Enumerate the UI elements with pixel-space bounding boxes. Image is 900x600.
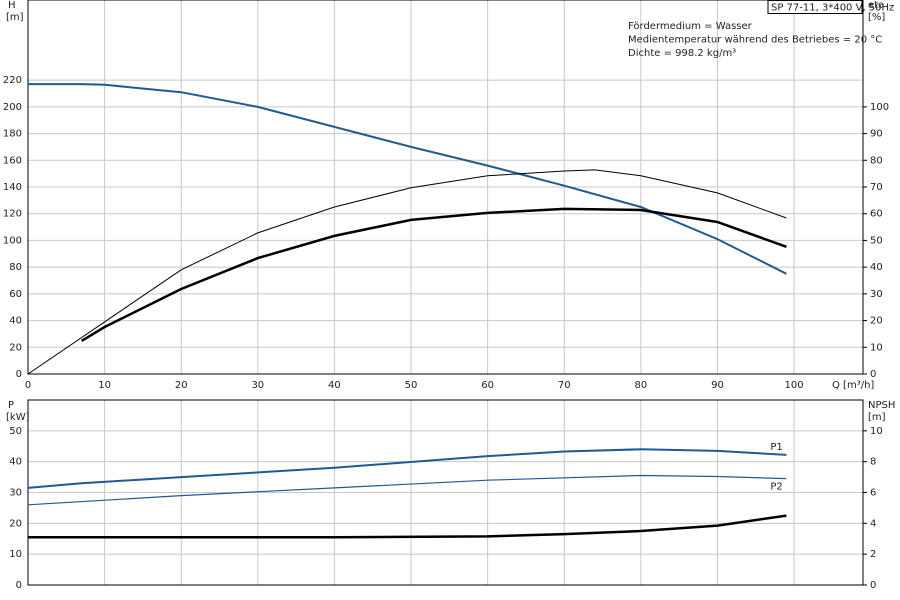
x-tick-label: 0 bbox=[25, 380, 31, 391]
y2-tick-label: 30 bbox=[870, 289, 883, 300]
y-axis-unit: [kW] bbox=[6, 412, 30, 423]
y-tick-label: 10 bbox=[9, 549, 22, 560]
y-axis-label: P bbox=[8, 400, 14, 411]
y2-tick-label: 2 bbox=[870, 549, 876, 560]
y-tick-label: 220 bbox=[3, 75, 22, 86]
series-line bbox=[28, 514, 787, 539]
y-tick-label: 40 bbox=[9, 316, 22, 327]
y-tick-label: 50 bbox=[9, 426, 22, 437]
x-tick-label: 90 bbox=[711, 380, 724, 391]
series-line bbox=[27, 448, 787, 489]
x-tick-label: 20 bbox=[175, 380, 188, 391]
y2-axis-label: eta bbox=[868, 0, 884, 11]
y2-tick-label: 8 bbox=[870, 457, 876, 468]
y-tick-label: 0 bbox=[16, 580, 22, 591]
y2-tick-label: 10 bbox=[870, 342, 883, 353]
y2-axis-unit: [m] bbox=[868, 412, 886, 423]
y2-tick-label: 20 bbox=[870, 316, 883, 327]
series-line bbox=[28, 83, 787, 275]
y-tick-label: 30 bbox=[9, 488, 22, 499]
y2-tick-label: 90 bbox=[870, 129, 883, 140]
x-tick-label: 70 bbox=[558, 380, 571, 391]
y2-tick-label: 0 bbox=[870, 580, 876, 591]
y2-tick-label: 60 bbox=[870, 209, 883, 220]
x-tick-label: 10 bbox=[98, 380, 111, 391]
y-tick-label: 0 bbox=[16, 369, 22, 380]
y2-tick-label: 70 bbox=[870, 182, 883, 193]
y-tick-label: 200 bbox=[3, 102, 22, 113]
annotation: Medientemperatur während des Betriebes =… bbox=[628, 35, 882, 46]
x-tick-label: 60 bbox=[481, 380, 494, 391]
x-tick-label: 50 bbox=[405, 380, 418, 391]
y2-axis-label: NPSH bbox=[868, 400, 895, 411]
y-tick-label: 40 bbox=[9, 457, 22, 468]
y-tick-label: 80 bbox=[9, 262, 22, 273]
y-axis-label: H bbox=[8, 0, 16, 11]
y-tick-label: 20 bbox=[9, 342, 22, 353]
series-line bbox=[27, 169, 787, 375]
y2-tick-label: 4 bbox=[870, 518, 876, 529]
y2-tick-label: 0 bbox=[870, 369, 876, 380]
chart-title: SP 77-11, 3*400 V, 50Hz bbox=[771, 3, 894, 14]
plot-border bbox=[27, 0, 864, 375]
y2-tick-label: 40 bbox=[870, 262, 883, 273]
x-tick-label: 100 bbox=[785, 380, 804, 391]
series-label: P2 bbox=[770, 482, 782, 493]
x-tick-label: 30 bbox=[251, 380, 264, 391]
plot-border bbox=[27, 399, 864, 586]
x-axis-label: Q [m³/h] bbox=[832, 380, 874, 391]
series-line bbox=[80, 207, 787, 342]
y-tick-label: 160 bbox=[3, 155, 22, 166]
y2-tick-label: 100 bbox=[870, 102, 889, 113]
y2-tick-label: 50 bbox=[870, 235, 883, 246]
y-tick-label: 60 bbox=[9, 289, 22, 300]
annotation: Dichte = 998.2 kg/m³ bbox=[628, 48, 736, 59]
series-line bbox=[27, 474, 787, 506]
y-tick-label: 120 bbox=[3, 209, 22, 220]
y2-tick-label: 10 bbox=[870, 426, 883, 437]
x-tick-label: 40 bbox=[328, 380, 341, 391]
y2-tick-label: 6 bbox=[870, 488, 876, 499]
y-tick-label: 180 bbox=[3, 129, 22, 140]
y-axis-unit: [m] bbox=[6, 12, 24, 23]
annotation: Fördermedium = Wasser bbox=[628, 21, 753, 32]
y-tick-label: 140 bbox=[3, 182, 22, 193]
series-label: P1 bbox=[770, 442, 782, 453]
title-box bbox=[767, 0, 863, 14]
y-tick-label: 20 bbox=[9, 518, 22, 529]
y2-axis-unit: [%] bbox=[868, 12, 885, 23]
y-tick-label: 100 bbox=[3, 235, 22, 246]
x-tick-label: 80 bbox=[634, 380, 647, 391]
y2-tick-label: 80 bbox=[870, 155, 883, 166]
